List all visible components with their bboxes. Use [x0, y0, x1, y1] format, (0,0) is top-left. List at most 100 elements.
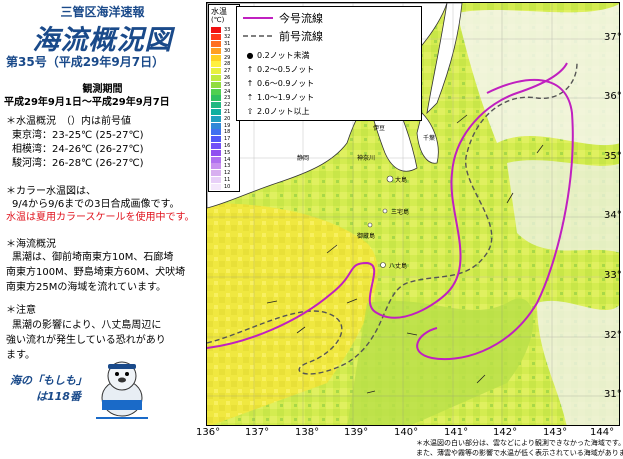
colorbar-tick: 17 [224, 136, 231, 143]
lat-label: 32° [604, 330, 622, 341]
colorbar-tick: 27 [224, 68, 231, 75]
place-label: 神奈川 [357, 155, 376, 162]
page-title: 海流概況図 [32, 25, 173, 56]
lon-label: 140° [394, 427, 419, 438]
speed-legend-row: ⇡ 1.0～1.9ノット [246, 93, 315, 102]
motto-line: は118番 [36, 390, 81, 403]
place-label: 八丈島 [389, 263, 408, 270]
current-stream-line [207, 62, 568, 349]
place-label: 大島 [395, 177, 408, 184]
colorbar-tick: 22 [224, 102, 231, 109]
colorbar-tick: 14 [224, 156, 231, 163]
previous-stream-line [207, 62, 578, 375]
color-note-line: ＊カラー水温図は、 [6, 186, 96, 197]
colorbar-swatch: 22 [211, 102, 230, 109]
issue-number: 第35号（平成29年9月7日） [6, 55, 165, 69]
colorbar-swatch: 33 [211, 27, 230, 34]
place-label: 三宅島 [391, 209, 410, 216]
colorbar-swatch: 31 [211, 40, 231, 48]
colorbar-swatch: 23 [211, 95, 230, 102]
map-legend: 今号流線 前号流線 ● 0.2ノット未満 ↑ 0.2～0.5ノット ↑ 0.6～0.9… [236, 6, 422, 121]
colorbar-tick: 21 [224, 108, 231, 115]
colorbar-tick: 33 [224, 27, 231, 34]
colorbar-swatch: 27 [211, 68, 230, 75]
colorbar-swatch: 16 [211, 142, 231, 150]
colorbar-swatch: 28 [211, 61, 230, 68]
agency-name: 三管区海洋速報 [60, 5, 145, 19]
lon-label: 141° [444, 427, 469, 438]
legend-current: 今号流線 [279, 12, 323, 25]
temperature-colorbar: 水温 (℃) 33 32 31 30 29 28 27 26 25 24 23 22 21 20 19 18 1… [208, 4, 240, 192]
water-temp-heading: ＊水温概況 （）内は前号値 [6, 116, 131, 127]
colorbar-swatch: 26 [211, 74, 231, 82]
colorbar-tick: 10 [224, 183, 231, 190]
colorbar-tick: 12 [224, 170, 231, 177]
seal-mascot-icon [96, 361, 148, 419]
lon-label: 137° [245, 427, 270, 438]
colorbar-tick: 28 [224, 61, 231, 68]
colorbar-swatch: 13 [211, 163, 230, 170]
colorbar-swatch: 10 [211, 183, 230, 190]
lat-label: 33° [604, 270, 622, 281]
colorbar-swatch: 29 [211, 54, 230, 61]
caution-line: 黒潮の影響により、八丈島周辺に [12, 320, 162, 331]
place-label: 静岡 [297, 155, 310, 162]
water-temp-row: 駿河湾：26-28℃ (26-27℃) [12, 158, 144, 169]
place-label: 御蔵島 [357, 233, 376, 240]
colorbar-tick: 23 [224, 95, 231, 102]
lon-label: 142° [493, 427, 518, 438]
color-note-line: 9/4から9/6までの3日合成画像です。 [12, 199, 180, 210]
colorbar-tick: 30 [224, 47, 231, 54]
lat-label: 37° [604, 32, 622, 43]
lon-label: 143° [543, 427, 568, 438]
colorbar-swatch: 12 [211, 170, 230, 177]
current-line: 黒潮は、御前埼南東方10M、石廊埼 [12, 252, 174, 263]
speed-legend-row: ⇧ 2.0ノット以上 [246, 107, 310, 116]
colorbar-swatch: 17 [211, 136, 230, 143]
colorbar-swatch: 11 [211, 176, 231, 184]
footnote-line: また、薄雲や霧等の影響で水温が低く表示されている海域があります。 [416, 449, 623, 457]
colorbar-swatch: 21 [211, 108, 231, 116]
colorbar-tick: 20 [224, 115, 231, 122]
colorbar-swatch: 15 [211, 149, 230, 156]
caution-heading: ＊注意 [6, 305, 36, 316]
colorbar-swatch: 19 [211, 122, 230, 129]
motto-line: 海の「もしも」 [10, 374, 87, 387]
colorbar-tick: 11 [224, 176, 231, 183]
current-line: 南東方25Mの海域を流れています。 [6, 282, 167, 293]
lat-label: 34° [604, 210, 622, 221]
current-heading: ＊海流概況 [6, 239, 56, 250]
place-label: 千葉 [423, 135, 436, 142]
period-label: 観測期間 [82, 84, 123, 95]
colorbar-swatch: 25 [211, 81, 230, 88]
colorbar-tick: 25 [224, 81, 231, 88]
legend-previous: 前号流線 [279, 30, 323, 43]
color-note-alert: 水温は夏用カラースケールを使用中です。 [6, 212, 195, 223]
colorbar-swatch: 24 [211, 88, 230, 95]
lat-label: 36° [604, 91, 622, 102]
colorbar-tick: 13 [224, 163, 231, 170]
colorbar-swatch: 18 [211, 129, 230, 136]
info-panel: 三管区海洋速報 海流概況図 第35号（平成29年9月7日） 観測期間 平成29年… [0, 0, 205, 459]
colorbar-tick: 19 [224, 122, 231, 129]
colorbar-tick: 16 [224, 142, 231, 149]
lon-label: 138° [295, 427, 320, 438]
lon-label: 136° [196, 427, 221, 438]
colorbar-tick: 31 [224, 40, 231, 47]
colorbar-tick: 18 [224, 129, 231, 136]
colorbar-tick: 26 [224, 74, 231, 81]
colorbar-swatch: 20 [211, 115, 230, 122]
water-temp-row: 相模湾：24-26℃ (26-27℃) [12, 144, 144, 155]
colorbar-tick: 15 [224, 149, 231, 156]
caution-line: 強い流れが発生している恐れがあり [6, 335, 166, 346]
colorbar-swatch: 32 [211, 34, 230, 41]
speed-legend-row: ↑ 0.2～0.5ノット [246, 65, 315, 74]
place-label: 伊豆 [373, 125, 386, 132]
colorbar-swatch: 30 [211, 47, 230, 54]
current-line: 南東方100M、野島埼東方60M、犬吠埼 [6, 267, 186, 278]
water-temp-row: 東京湾：23-25℃ (25-27℃) [12, 130, 144, 141]
period-range: 平成29年9月1日～平成29年9月7日 [4, 97, 170, 108]
colorbar-tick: 29 [224, 54, 231, 61]
caution-line: ます。 [6, 350, 35, 361]
footnote-line: ＊水温図の白い部分は、雲などにより観測できなかった海域です。 [416, 439, 623, 447]
